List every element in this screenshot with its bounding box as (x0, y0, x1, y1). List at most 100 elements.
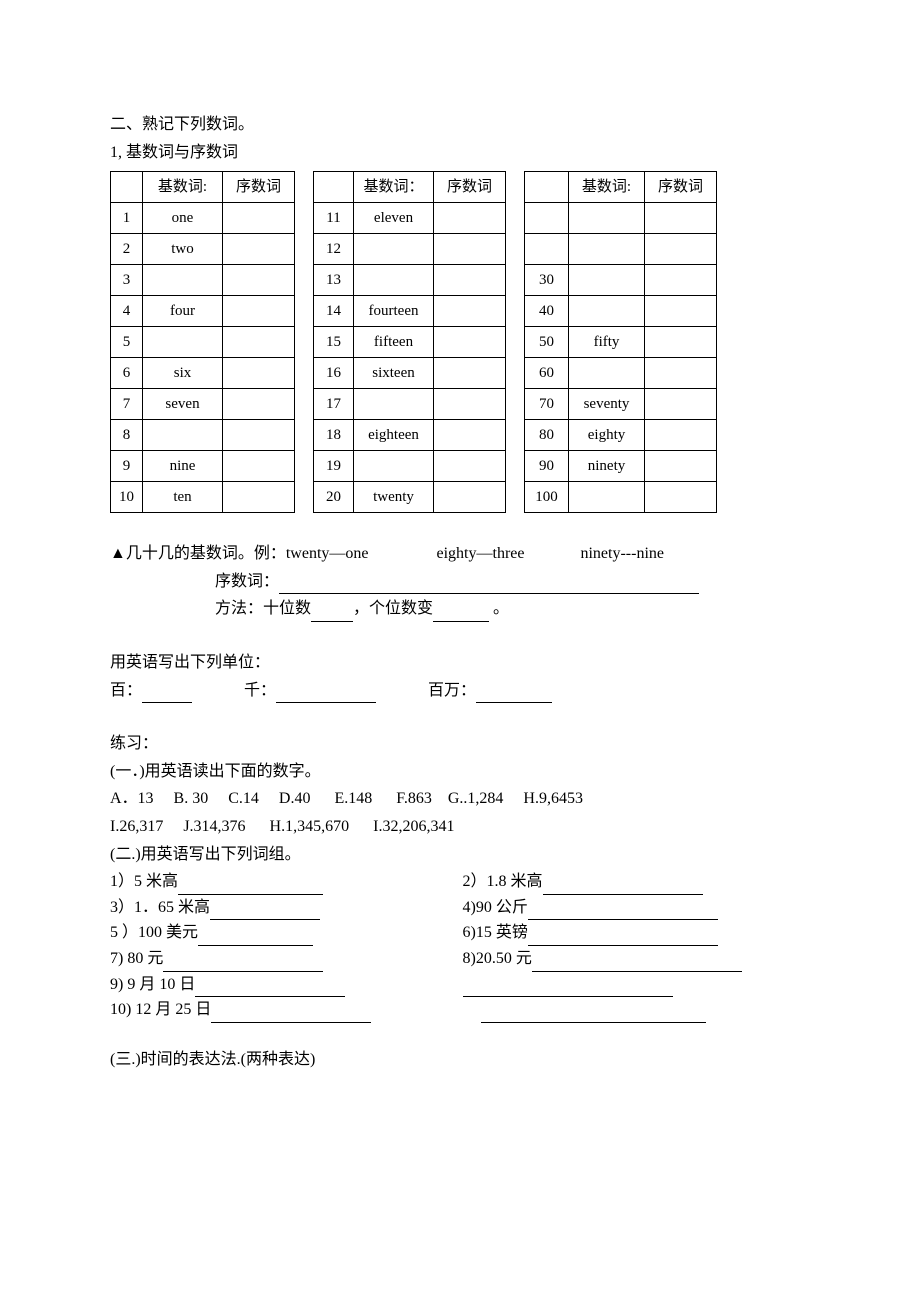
table-tens: 基数词: 序数词 30 40 50fifty 60 70seventy 80ei… (524, 171, 717, 513)
table-row: 6six (111, 358, 295, 389)
ex2-item: 2）1.8 米高 (463, 869, 816, 895)
blank[interactable] (142, 686, 192, 704)
label-hundred: 百： (110, 682, 142, 699)
text: ▲几十几的基数词。例：twenty—one (110, 545, 369, 562)
header-cardinal: 基数词: (569, 172, 645, 203)
table-11to20: 基数词： 序数词 11eleven 12 13 14fourteen 15fif… (313, 171, 506, 513)
table-row: 100 (525, 482, 717, 513)
blank[interactable] (198, 928, 313, 946)
ex3-title: (三.)时间的表达法.(两种表达) (110, 1047, 815, 1073)
ex2-item: 7) 80 元 (110, 946, 463, 972)
table-row: 8 (111, 420, 295, 451)
ex2-row: 10) 12 月 25 日 (110, 997, 815, 1023)
ex2-item (463, 997, 816, 1023)
units-title: 用英语写出下列单位： (110, 650, 815, 676)
ex2-row: 1）5 米高 2）1.8 米高 (110, 869, 815, 895)
method-line: 方法：十位数 ，个位数变 。 (110, 596, 815, 622)
ex2-item: 9) 9 月 10 日 (110, 972, 463, 998)
ex2-item: 5 ）100 美元 (110, 920, 463, 946)
blank-line[interactable] (279, 577, 699, 595)
ex2-item: 4)90 公斤 (463, 895, 816, 921)
table-row: 17 (314, 389, 506, 420)
table-row: 5 (111, 327, 295, 358)
ex2-row: 5 ）100 美元 6)15 英镑 (110, 920, 815, 946)
table-row: 9nine (111, 451, 295, 482)
ex1-row2: I.26,317 J.314,376 H.1,345,670 I.32,206,… (110, 814, 815, 840)
blank[interactable] (528, 928, 718, 946)
table-row: 2two (111, 234, 295, 265)
label-million: 百万： (428, 682, 476, 699)
table-row (525, 234, 717, 265)
ordinal-blank-line: 序数词： (110, 569, 815, 595)
ex2-item (463, 972, 816, 998)
table-row: 60 (525, 358, 717, 389)
blank[interactable] (532, 954, 742, 972)
table-row: 14fourteen (314, 296, 506, 327)
compound-line-1: ▲几十几的基数词。例：twenty—one eighty—three ninet… (110, 541, 815, 567)
ex2-item: 6)15 英镑 (463, 920, 816, 946)
blank[interactable] (195, 980, 345, 998)
text: 。 (489, 600, 509, 617)
numerals-tables: 基数词: 序数词 1one 2two 3 4four 5 6six 7seven… (110, 171, 815, 513)
table-row: 80eighty (525, 420, 717, 451)
text: ninety---nine (580, 545, 664, 562)
blank[interactable] (476, 686, 552, 704)
subsection-1: 1, 基数词与序数词 (110, 140, 815, 166)
blank-short[interactable] (311, 604, 353, 622)
blank[interactable] (463, 980, 673, 998)
blank[interactable] (211, 1005, 371, 1023)
blank[interactable] (163, 954, 323, 972)
blank[interactable] (276, 686, 376, 704)
table-1to10: 基数词: 序数词 1one 2two 3 4four 5 6six 7seven… (110, 171, 295, 513)
practice-heading: 练习： (110, 731, 815, 757)
table-row: 18eighteen (314, 420, 506, 451)
table-row: 15fifteen (314, 327, 506, 358)
header-cardinal: 基数词: (143, 172, 223, 203)
ex2-title: (二.)用英语写出下列词组。 (110, 842, 815, 868)
table-row: 1one (111, 203, 295, 234)
ex2-item: 10) 12 月 25 日 (110, 997, 463, 1023)
table-row: 50fifty (525, 327, 717, 358)
ex2-row: 3）1．65 米高 4)90 公斤 (110, 895, 815, 921)
blank-cell (525, 172, 569, 203)
text: ，个位数变 (353, 600, 433, 617)
table-row: 30 (525, 265, 717, 296)
table-row: 90ninety (525, 451, 717, 482)
table-row: 19 (314, 451, 506, 482)
table-row: 基数词: 序数词 (111, 172, 295, 203)
text: eighty—three (437, 545, 525, 562)
header-cardinal: 基数词： (354, 172, 434, 203)
table-row: 3 (111, 265, 295, 296)
ex2-row: 9) 9 月 10 日 (110, 972, 815, 998)
table-row: 4four (111, 296, 295, 327)
blank[interactable] (543, 877, 703, 895)
blank[interactable] (481, 1005, 706, 1023)
ex2-item: 8)20.50 元 (463, 946, 816, 972)
header-ordinal: 序数词 (223, 172, 295, 203)
table-row: 13 (314, 265, 506, 296)
blank-cell (111, 172, 143, 203)
blank-short[interactable] (433, 604, 489, 622)
text: 方法：十位数 (215, 600, 311, 617)
table-row: 基数词: 序数词 (525, 172, 717, 203)
table-row: 70seventy (525, 389, 717, 420)
table-row: 20twenty (314, 482, 506, 513)
table-row: 11eleven (314, 203, 506, 234)
table-row: 16sixteen (314, 358, 506, 389)
label-thousand: 千： (244, 682, 276, 699)
ex2-item: 1）5 米高 (110, 869, 463, 895)
blank-cell (314, 172, 354, 203)
blank[interactable] (210, 903, 320, 921)
table-row: 基数词： 序数词 (314, 172, 506, 203)
ex2-row: 7) 80 元 8)20.50 元 (110, 946, 815, 972)
text: 序数词： (215, 573, 279, 590)
table-row: 40 (525, 296, 717, 327)
table-row (525, 203, 717, 234)
blank[interactable] (528, 903, 718, 921)
ex1-row1: A．13 B. 30 C.14 D.40 E.148 F.863 G..1,28… (110, 786, 815, 812)
ex1-title: (一．)用英语读出下面的数字。 (110, 759, 815, 785)
blank[interactable] (178, 877, 323, 895)
units-row: 百： 千： 百万： (110, 678, 815, 704)
table-row: 7seven (111, 389, 295, 420)
ex2-item: 3）1．65 米高 (110, 895, 463, 921)
